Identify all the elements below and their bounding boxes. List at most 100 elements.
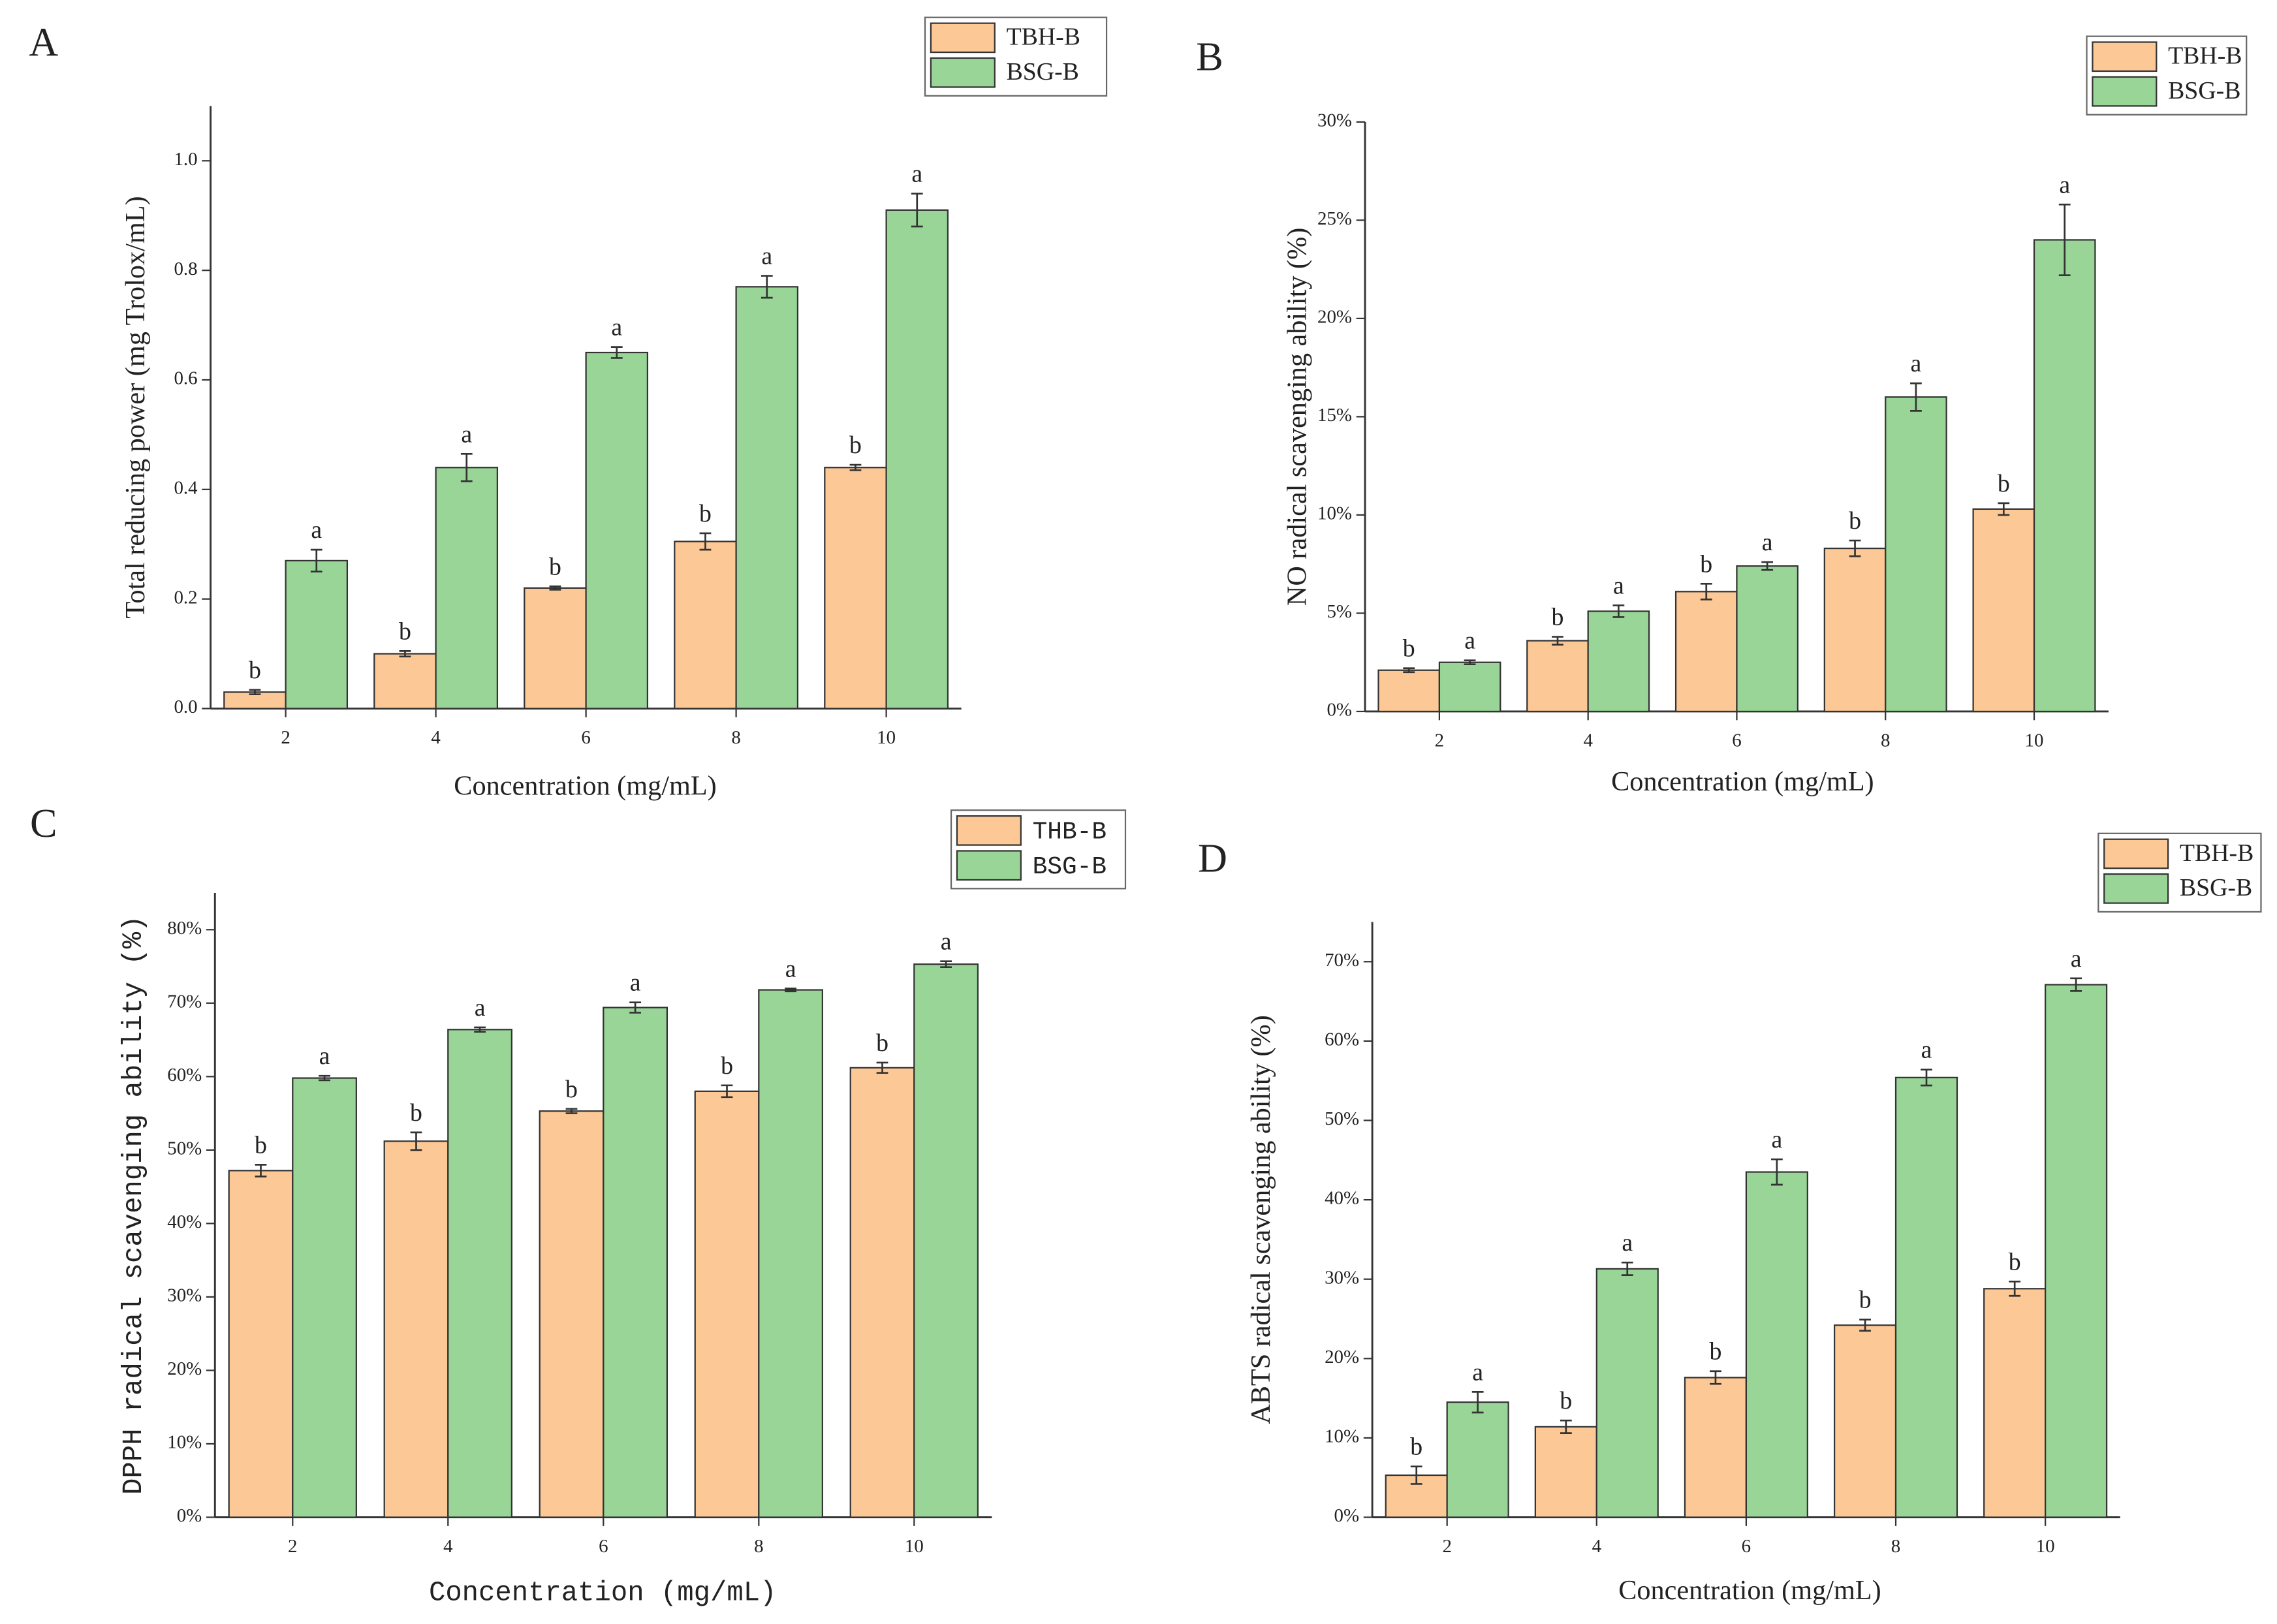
error-bar (474, 1026, 486, 1033)
error-bar (1403, 667, 1415, 674)
panel-label: C (30, 802, 57, 846)
error-bar (876, 1061, 888, 1074)
y-tick-label: 60% (1325, 1029, 1359, 1050)
significance-letter: a (319, 1042, 330, 1070)
y-tick-label: 0% (177, 1505, 202, 1526)
significance-letter: b (1998, 470, 2010, 497)
significance-letter: a (475, 994, 486, 1022)
significance-letter: b (1849, 507, 1861, 535)
error-bar (699, 532, 712, 551)
bar (1972, 508, 2035, 713)
y-tick-label: 0% (1334, 1505, 1360, 1526)
x-tick-label: 4 (1592, 1536, 1601, 1557)
legend-label: TBH-B (2168, 42, 2242, 70)
error-bar (1464, 659, 1476, 666)
legend-label: BSG-B (2168, 77, 2240, 104)
bar (603, 1007, 668, 1518)
y-tick-label: 60% (167, 1065, 202, 1085)
legend-label: THB-B (1033, 819, 1107, 847)
bar (292, 1077, 357, 1518)
legend-swatch (2103, 838, 2169, 869)
significance-letter: a (1911, 350, 1922, 377)
significance-letter: a (1622, 1229, 1633, 1257)
significance-letter: b (1403, 635, 1415, 663)
y-tick-label: 15% (1317, 405, 1352, 426)
bar (539, 1110, 605, 1518)
error-bar (1471, 1391, 1484, 1414)
significance-letter: a (941, 928, 952, 956)
error-bar (721, 1084, 733, 1099)
bar (447, 1029, 512, 1518)
significance-letter: a (911, 161, 922, 188)
x-tick-label: 6 (599, 1536, 608, 1557)
y-axis-label: DPPH radical scavenging ability (%) (118, 916, 149, 1495)
bar (373, 653, 437, 710)
y-tick-label: 0.6 (174, 368, 197, 389)
x-tick-label: 2 (1442, 1536, 1451, 1557)
legend-swatch (956, 815, 1022, 846)
y-tick-label: 10% (167, 1432, 202, 1453)
error-bar (319, 1074, 330, 1082)
significance-letter: b (1700, 550, 1712, 578)
error-bar (1612, 604, 1625, 618)
y-tick-label: 20% (1317, 307, 1352, 328)
bar (285, 559, 349, 710)
y-axis-label: NO radical scavenging ability (%) (1282, 228, 1313, 606)
x-tick-label: 2 (288, 1536, 297, 1557)
legend-label: TBH-B (2180, 839, 2253, 867)
error-bar (1761, 561, 1774, 571)
error-bar (1859, 1319, 1871, 1332)
x-tick-label: 2 (1435, 730, 1444, 751)
error-bar (1700, 582, 1712, 601)
bar (1438, 661, 1501, 713)
significance-letter: b (699, 500, 712, 527)
significance-letter: b (2009, 1248, 2021, 1275)
x-axis-label: Concentration (mg/mL) (454, 771, 716, 802)
y-tick-label: 70% (1325, 950, 1359, 971)
bar (913, 963, 979, 1518)
significance-letter: a (311, 516, 322, 544)
error-bar (1621, 1261, 1633, 1276)
panel: D Concentration (mg/mL) ABTS radical scave… (1198, 832, 2262, 1606)
error-bar (460, 452, 473, 482)
x-axis-label: Concentration (mg/mL) (1618, 1575, 1881, 1606)
y-tick-label: 30% (1325, 1267, 1359, 1288)
error-bar (399, 650, 411, 658)
y-tick-label: 10% (1325, 1426, 1359, 1447)
significance-letter: a (1771, 1126, 1782, 1153)
error-bar (1770, 1158, 1783, 1186)
significance-letter: a (1464, 627, 1475, 655)
y-tick-label: 30% (167, 1285, 202, 1306)
y-tick-label: 80% (167, 918, 202, 939)
y-tick-label: 10% (1317, 503, 1352, 524)
x-tick-label: 6 (1732, 730, 1741, 751)
error-bar (255, 1164, 267, 1178)
y-tick-label: 40% (167, 1211, 202, 1232)
error-bar (310, 548, 322, 573)
bar (2033, 239, 2096, 713)
significance-letter: b (1560, 1387, 1572, 1414)
significance-letter: b (565, 1076, 578, 1103)
significance-letter: a (2059, 171, 2070, 198)
panel: B Concentration (mg/mL) NO radical scaveng… (1196, 35, 2248, 797)
significance-letter: a (1472, 1358, 1483, 1386)
error-bar (629, 1001, 641, 1014)
y-axis-label: Total reducing power (mg Trolox/mL) (120, 196, 151, 618)
bar (1526, 640, 1589, 713)
bar (228, 1170, 294, 1518)
significance-letter: a (1762, 529, 1773, 556)
significance-letter: b (721, 1052, 733, 1080)
bar (758, 989, 824, 1518)
significance-letter: a (611, 314, 622, 341)
error-bar (849, 463, 862, 471)
error-bar (1710, 1370, 1721, 1385)
y-tick-label: 50% (167, 1138, 202, 1159)
error-bar (2009, 1281, 2021, 1297)
y-tick-label: 0.8 (174, 258, 197, 279)
x-tick-label: 4 (1583, 730, 1592, 751)
error-bar (565, 1108, 578, 1114)
error-bar (249, 689, 261, 696)
bar (1446, 1401, 1509, 1518)
